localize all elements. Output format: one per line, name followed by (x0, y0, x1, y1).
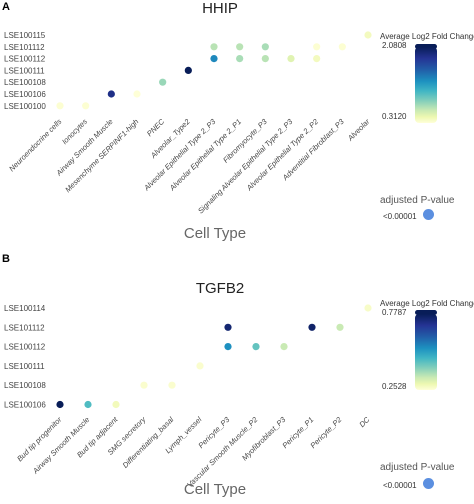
pvalue-legend-dot (423, 478, 434, 489)
data-point (82, 102, 90, 110)
pvalue-legend-label: <0.00001 (383, 481, 417, 490)
y-tick-label: LSE100108 (4, 381, 46, 390)
color-legend-title: Average Log2 Fold Change (380, 32, 474, 41)
x-tick-label: Neuroendocrine cells (7, 117, 63, 173)
data-point (210, 55, 218, 63)
y-tick-label: LSE100112 (4, 343, 46, 352)
color-legend-title: Average Log2 Fold Change (380, 299, 474, 308)
panel-letter: B (2, 253, 10, 265)
data-point (210, 43, 218, 51)
data-point (280, 343, 288, 351)
data-point (140, 381, 148, 389)
chart-title: TGFB2 (195, 280, 245, 297)
x-axis-label: Cell Type (184, 225, 246, 242)
x-tick-label: Alveolar (345, 117, 372, 144)
data-point (364, 31, 372, 39)
data-point (308, 323, 316, 331)
data-point (236, 43, 244, 51)
x-tick-label: Signaling Alveolar Epithelial Type 2_P3 (196, 116, 295, 215)
pvalue-legend-title: adjusted P-value (380, 195, 455, 206)
dot-plot-hhip: LSE100100 LSE100106 LSE100108 LSE100111 LSE1… (4, 31, 372, 242)
data-point (56, 102, 64, 110)
color-legend-min: 0.2528 (382, 382, 407, 391)
panel-letter: A (2, 1, 10, 13)
panel-a: A HHIP LSE100100 LSE100106 LSE100108 LSE100… (2, 0, 474, 242)
data-point (184, 66, 192, 74)
y-tick-label: LSE100115 (4, 31, 46, 40)
y-tick-label: LSE101112 (4, 323, 45, 332)
data-point (313, 43, 321, 51)
y-tick-label: LSE100108 (4, 78, 46, 87)
colorbar-cap (415, 44, 437, 49)
y-tick-label: LSE100111 (4, 362, 45, 371)
color-legend-min: 0.3120 (382, 112, 407, 121)
colorbar-cap (415, 310, 437, 315)
color-legend-max: 0.7787 (382, 308, 407, 317)
panel-b: B TGFB2 LSE100106 LSE100108 LSE100111 LSE10… (0, 252, 474, 504)
x-tick-label: Differentiating_basal (121, 415, 176, 470)
color-legend-max: 2.0808 (382, 41, 407, 50)
y-tick-label: LSE100106 (4, 401, 46, 410)
data-point (159, 78, 167, 86)
y-tick-label: LSE101112 (4, 43, 45, 52)
data-point (224, 343, 232, 351)
data-point (336, 323, 344, 331)
y-tick-label: LSE100112 (4, 55, 46, 64)
data-point (56, 400, 64, 409)
data-point (112, 400, 120, 409)
data-point (313, 55, 321, 63)
y-tick-label: LSE100106 (4, 90, 46, 99)
data-point (287, 55, 295, 63)
data-point (224, 323, 232, 331)
pvalue-legend-label: <0.00001 (383, 212, 417, 221)
x-tick-label: Fibromyocyte_P3 (221, 116, 269, 164)
data-point (338, 43, 346, 51)
data-point (196, 362, 204, 370)
data-point (252, 343, 260, 351)
y-tick-label: LSE100114 (4, 304, 46, 313)
dot-plot-tgfb2: LSE100106 LSE100108 LSE100111 LSE100112 LSE1… (4, 304, 372, 498)
x-axis-label: Cell Type (184, 481, 246, 498)
y-tick-label: LSE100100 (4, 102, 46, 111)
data-point (107, 90, 115, 98)
pvalue-legend-title: adjusted P-value (380, 462, 455, 473)
data-point (364, 304, 372, 312)
data-point (236, 55, 244, 63)
chart-title: HHIP (202, 0, 238, 17)
pvalue-legend-dot (423, 209, 434, 220)
data-point (168, 381, 176, 389)
data-point (133, 90, 141, 98)
x-tick-label: DC (357, 415, 371, 429)
data-point (261, 43, 269, 51)
x-tick-label: PNEC (145, 117, 167, 139)
data-point (84, 400, 92, 409)
y-tick-label: LSE100111 (4, 66, 45, 75)
color-legend-bar (415, 47, 437, 123)
color-legend-bar (415, 314, 437, 390)
data-point (261, 55, 269, 63)
